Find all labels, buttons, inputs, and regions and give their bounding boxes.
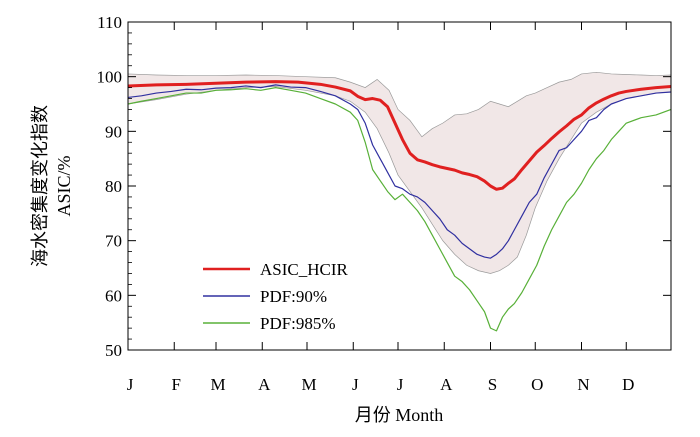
- plot-frame: [127, 21, 672, 351]
- x-axis-title: 月份 Month: [355, 405, 444, 425]
- confidence-band: [128, 71, 671, 274]
- y-axis-title-line1: 海水密集度变化指数: [30, 105, 50, 267]
- legend-label-pdf-985: PDF:985%: [260, 314, 336, 333]
- y-tick-label: 100: [97, 68, 123, 87]
- legend-label-asic-hcir: ASIC_HCIR: [260, 260, 349, 279]
- y-tick-label: 60: [105, 286, 122, 305]
- legend: ASIC_HCIR PDF:90% PDF:985%: [203, 260, 349, 333]
- y-axis: 50 60 70 80 90 100 110: [97, 13, 671, 360]
- series-line-asic-hcir: [128, 80, 671, 191]
- x-tick-label: A: [440, 375, 453, 394]
- y-axis-title-line2: ASIC/%: [54, 155, 74, 216]
- x-tick-label: D: [622, 375, 634, 394]
- x-tick-label: S: [488, 375, 497, 394]
- x-tick-label: J: [352, 375, 359, 394]
- series-line-pdf-90: [128, 84, 671, 259]
- x-tick-label: M: [301, 375, 316, 394]
- y-tick-label: 70: [105, 232, 122, 251]
- x-tick-label: O: [531, 375, 543, 394]
- x-tick-label: J: [127, 375, 134, 394]
- y-tick-label: 80: [105, 177, 122, 196]
- series-layer: [128, 80, 671, 332]
- x-tick-label: A: [258, 375, 271, 394]
- y-tick-label: 110: [97, 13, 122, 32]
- x-tick-label: F: [172, 375, 181, 394]
- legend-label-pdf-90: PDF:90%: [260, 287, 327, 306]
- y-tick-label: 50: [105, 341, 122, 360]
- y-tick-label: 90: [105, 122, 122, 141]
- series-line-pdf-985: [128, 86, 671, 332]
- x-tick-label: N: [577, 375, 589, 394]
- confidence-band-layer: [128, 71, 671, 274]
- x-tick-label: J: [397, 375, 404, 394]
- x-tick-label: M: [210, 375, 225, 394]
